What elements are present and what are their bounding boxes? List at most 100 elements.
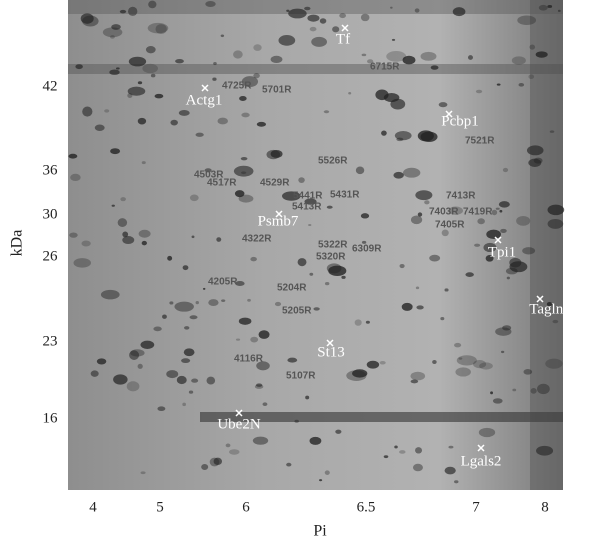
gel-spot [458, 357, 463, 360]
gel-spot [536, 445, 554, 456]
y-tick-label: 23 [43, 333, 58, 349]
x-mark [201, 84, 209, 92]
gel-spot [498, 201, 510, 208]
gel-image [68, 0, 563, 490]
gel-spot [311, 36, 327, 47]
gel-spot [309, 272, 314, 276]
gel-spot [448, 445, 454, 449]
gel-spot [216, 237, 222, 242]
gel-spot [454, 480, 459, 484]
gel-spot [410, 215, 423, 225]
spot-label: 5107R [286, 371, 316, 382]
gel-spot [137, 81, 143, 85]
gel-spot [191, 378, 199, 383]
gel-spot [537, 383, 550, 395]
protein-marker [341, 24, 349, 32]
gel-spot [174, 301, 194, 312]
gel-spot [256, 121, 267, 127]
gel-spot [73, 258, 91, 268]
x-mark [235, 409, 243, 417]
protein-label: Tpi1 [488, 244, 516, 260]
gel-spot [201, 464, 209, 470]
gel-spot [220, 34, 225, 38]
gel-spot [381, 130, 387, 136]
protein-marker [445, 110, 453, 118]
gel-spot [81, 240, 91, 247]
gel-spot [137, 117, 147, 125]
gel-spot [140, 340, 155, 349]
gel-spot [552, 319, 559, 324]
gel-spot [495, 327, 512, 336]
gel-spot [440, 317, 445, 321]
spot-label: 4116R [234, 354, 264, 365]
protein-label: St13 [317, 344, 345, 360]
gel-spot [517, 15, 537, 26]
spot-label: 5701R [262, 85, 292, 96]
gel-spot [110, 35, 115, 39]
gel-spot [430, 65, 439, 70]
x-tick-label: 8 [541, 499, 549, 515]
gel-spot [169, 301, 174, 305]
gel-spot [94, 124, 105, 132]
protein-marker [235, 409, 243, 417]
gel-spot [213, 62, 217, 66]
gel-spot [502, 167, 509, 173]
gel-spot [328, 265, 347, 277]
gel-spot [184, 326, 190, 330]
gel-spot [258, 330, 270, 339]
gel-spot [415, 190, 433, 201]
protein-marker [326, 339, 334, 347]
gel-spot [512, 388, 517, 392]
gel-spot [170, 119, 178, 126]
gel-spots [68, 0, 565, 490]
gel-spot [492, 398, 503, 404]
gel-spot [82, 15, 99, 27]
gel-spot [195, 300, 199, 305]
gel-spot [128, 6, 138, 16]
gel-spot [324, 470, 330, 475]
gel-spot [217, 117, 228, 125]
gel-spot [326, 205, 333, 209]
gel-spot [250, 256, 257, 262]
gel-spot [278, 34, 296, 46]
gel-spot [390, 98, 406, 110]
gel-spot [128, 56, 147, 67]
gel-spot [209, 457, 220, 467]
gel-spot [486, 229, 502, 240]
gel-spot [75, 64, 83, 70]
gel-spot [547, 5, 553, 8]
gel-spot [154, 93, 164, 99]
gel-spot [402, 55, 416, 65]
gel-spot [456, 355, 477, 366]
gel-spot [233, 50, 243, 59]
gel-spot [549, 130, 555, 133]
gel-spot [122, 236, 135, 245]
gel-spot [304, 6, 311, 11]
gel-spot [195, 132, 204, 137]
gel-spot [282, 191, 301, 201]
gel-spot [298, 177, 305, 183]
gel-spot [429, 254, 441, 262]
gel-spot [500, 228, 507, 233]
gel-spot [241, 112, 250, 118]
gel-spot [393, 171, 404, 179]
gel-spot [142, 63, 158, 74]
gel-spot [241, 76, 259, 88]
gel-spot [399, 263, 405, 269]
gel-spot [348, 92, 352, 95]
gel-spot [415, 286, 420, 290]
gel-spot [500, 350, 505, 354]
protein-marker [536, 295, 544, 303]
gel-spot [502, 325, 512, 331]
gel-spot [141, 161, 146, 165]
gel-spot [339, 13, 346, 19]
gel-spot [499, 209, 503, 213]
gel-spot [233, 165, 254, 177]
gel-spot [228, 449, 240, 455]
gel-spot [366, 360, 380, 369]
gel-spot [239, 95, 247, 101]
gel-spot [182, 402, 186, 407]
gel-spot [360, 13, 370, 22]
gel-spot [234, 190, 245, 198]
spot-label: 5431R [330, 190, 360, 201]
